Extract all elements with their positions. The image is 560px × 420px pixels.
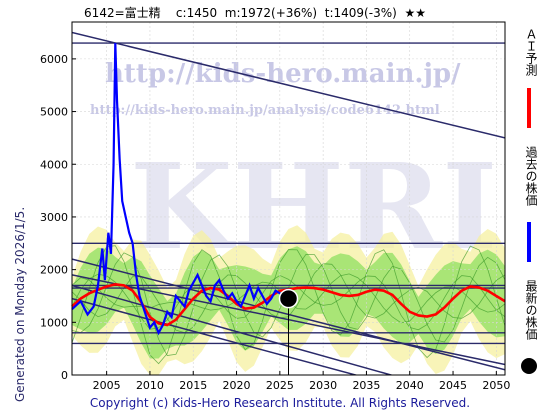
x-tick-label: 2005: [93, 379, 121, 392]
plot-frame: [71, 21, 506, 376]
legend-ai-forecast-label: ＡＩ予測: [524, 28, 538, 76]
copyright-footer: Copyright (c) Kids-Hero Research Institu…: [89, 396, 471, 410]
tick-label-layer: 2005 2010 2015 2020 2025 2030 2035 2040 2045 2050…: [40, 53, 510, 392]
legend-past-price-label: 過去の株価: [524, 146, 538, 206]
trend-line: [72, 31, 505, 139]
legend-past-price: 過去の株価: [518, 146, 542, 272]
trend-line: [72, 297, 359, 375]
y-tick-label: 0: [61, 369, 68, 382]
series-layer: [71, 43, 506, 375]
legend-ai-forecast: ＡＩ予測: [518, 28, 542, 138]
forecast-scenario-line: [71, 245, 506, 365]
generated-date-text: Generated on Monday 2026/1/5.: [13, 207, 27, 402]
y-tick-label: 5000: [40, 106, 68, 119]
star-rating: ★★: [404, 6, 426, 20]
x-tick-label: 2045: [439, 379, 467, 392]
current-price: c:1450: [175, 6, 218, 20]
mean-price: m:1972(+36%): [224, 6, 318, 20]
x-tick-label: 2025: [266, 379, 294, 392]
chart-header: 6142=富士精 c:1450 m:1972(+36%) t:1409(-3%)…: [0, 4, 510, 21]
y-tick-label: 1000: [40, 316, 68, 329]
legend-latest-price-label: 最新の株価: [524, 280, 538, 340]
legend-past-price-swatch: [527, 222, 531, 262]
latest-price-marker: [278, 288, 299, 309]
x-tick-label: 2050: [482, 379, 510, 392]
x-tick-label: 2015: [179, 379, 207, 392]
watermark-url-detail: http://kids-hero.main.jp/analysis/code61…: [90, 103, 440, 118]
axes-layer: [71, 21, 506, 376]
target-price: t:1409(-3%): [324, 6, 397, 20]
x-tick-label: 2030: [309, 379, 337, 392]
code-name: 6142=富士精: [84, 6, 161, 20]
x-tick-label: 2010: [136, 379, 164, 392]
trend-line: [72, 284, 394, 375]
legend-ai-forecast-swatch: [527, 88, 531, 128]
y-tick-label: 3000: [40, 211, 68, 224]
y-tick-label: 6000: [40, 53, 68, 66]
legend-latest-price-marker: [521, 358, 537, 374]
x-tick-label: 2020: [223, 379, 251, 392]
x-tick-label: 2035: [352, 379, 380, 392]
legend-latest-price: 最新の株価: [518, 280, 542, 388]
x-tick-label: 2040: [396, 379, 424, 392]
legend: ＡＩ予測 過去の株価 最新の株価: [518, 28, 542, 388]
forecast-scenario-line: [71, 273, 506, 331]
past-price-line: [71, 43, 290, 336]
generated-date-label: Generated on Monday 2026/1/5.: [13, 207, 27, 402]
y-tick-label: 2000: [40, 264, 68, 277]
y-tick-label: 4000: [40, 158, 68, 171]
